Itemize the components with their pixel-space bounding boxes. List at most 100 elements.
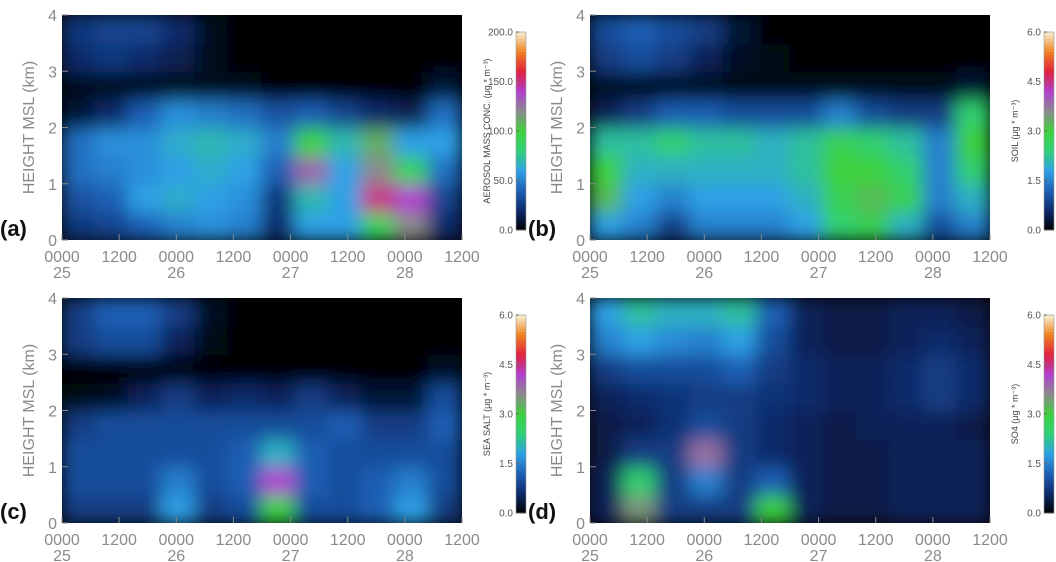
cell [261,409,297,440]
colorbar-tick-label: 50.0 [494,176,514,187]
cell [361,70,397,101]
cell [822,465,858,496]
cell [590,325,625,356]
cell [62,210,97,240]
cell [822,298,858,328]
cell [755,98,791,129]
cell [855,409,891,440]
cell [161,15,197,45]
cell [722,182,758,213]
cell [955,210,990,240]
x-tick-label: 0000 [915,532,951,549]
colorbar-tick-label: 1.5 [1027,459,1041,470]
cell [922,437,958,468]
cell [127,437,163,468]
cell [955,381,990,412]
cell [194,15,230,45]
x-tick-label: 0000 [686,249,722,266]
cell [722,465,758,496]
cell [427,465,462,496]
cell [755,353,791,384]
cell [327,154,363,185]
cell [889,98,925,129]
cell [327,298,363,328]
cell [955,154,990,185]
cell [194,154,230,185]
cell [622,437,658,468]
cell [94,465,130,496]
cell [689,98,725,129]
cell [227,70,263,101]
cell [822,437,858,468]
cell [194,42,230,73]
cell [855,98,891,129]
cell [361,15,397,45]
cell [590,126,625,157]
y-tick-label: 2 [576,121,585,138]
cell [855,493,891,523]
cell [722,15,758,45]
cell [361,381,397,412]
cell [655,465,691,496]
cell [94,15,130,45]
cell [394,353,430,384]
cell [194,210,230,240]
colorbar-tick-label: 3.0 [499,410,513,421]
y-tick-label: 3 [576,64,585,81]
colorbar-tick-label: 4.5 [499,360,513,371]
cell [789,42,825,73]
cell [955,98,990,129]
cell [427,70,462,101]
cell [889,437,925,468]
cell [94,98,130,129]
colorbar-tick-label: 1.5 [1027,176,1041,187]
cell [327,493,363,523]
cell [394,182,430,213]
cell [822,409,858,440]
cell [394,493,430,523]
cell [689,15,725,45]
cell [855,298,891,328]
cell [127,409,163,440]
y-tick-label: 4 [576,291,585,308]
cell [922,298,958,328]
cell [327,126,363,157]
cell [655,493,691,523]
cell [261,15,297,45]
cell [361,298,397,328]
x-tick-label: 1200 [330,532,366,549]
x-tick-label: 0000 [44,249,80,266]
cell [94,493,130,523]
cell [394,409,430,440]
cell [622,126,658,157]
cell [590,15,625,45]
cell [889,70,925,101]
cell [855,437,891,468]
cell [194,126,230,157]
cell [227,98,263,129]
cell [261,42,297,73]
x-tick-label: 1200 [444,249,480,266]
cell [161,98,197,129]
cell [194,409,230,440]
cell [161,42,197,73]
cell [261,325,297,356]
cell [361,182,397,213]
cell [590,381,625,412]
cell [161,154,197,185]
cell [127,298,163,328]
cell [294,126,330,157]
cell [294,325,330,356]
cell [590,353,625,384]
y-tick-label: 3 [48,64,57,81]
cell [261,70,297,101]
cell [327,98,363,129]
x-tick-label: 1200 [101,532,137,549]
cell [227,298,263,328]
cell [427,409,462,440]
cell [889,182,925,213]
cell [94,210,130,240]
cell [722,70,758,101]
cell [194,182,230,213]
colorbar: 0.0 1.5 3.0 4.5 6.0 SEA SALT (μg * m⁻³) [482,311,527,520]
